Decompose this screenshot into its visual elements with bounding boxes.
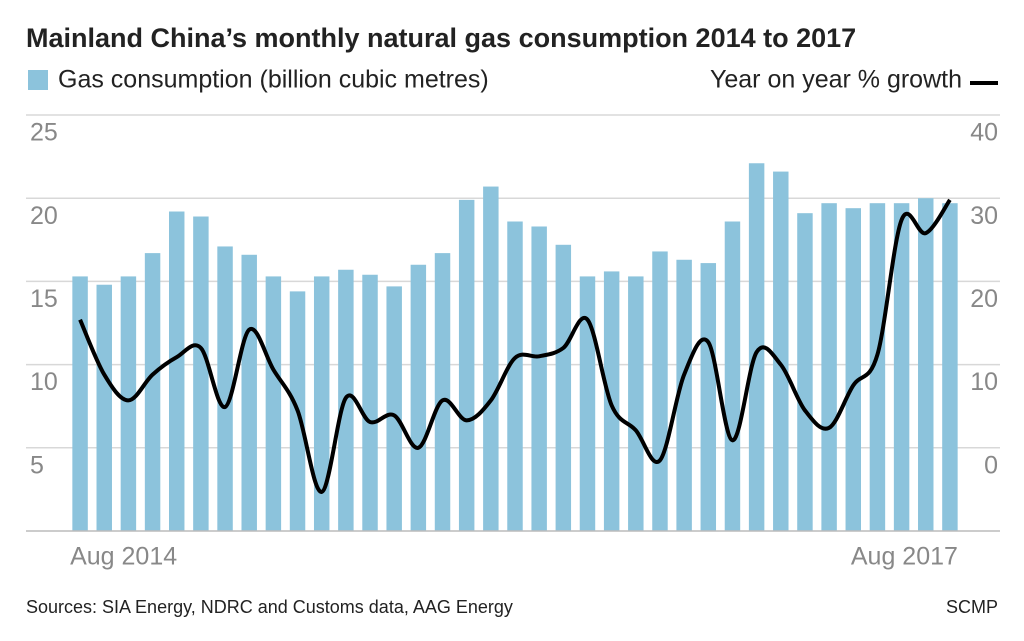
bar [483,186,499,531]
bar [628,276,644,531]
y-tick-label: 25 [30,119,58,147]
y2-tick-label: 20 [970,285,998,313]
credit: SCMP [946,597,998,617]
chart-title: Mainland China’s monthly natural gas con… [26,23,856,53]
bar [676,259,692,531]
bar [362,274,378,531]
bar [410,264,427,531]
bar [869,203,886,531]
bar [724,221,741,531]
bar [217,246,233,531]
x-tick-label: Aug 2017 [851,543,958,571]
y-tick-label: 10 [30,368,58,396]
y-tick-label: 15 [30,285,58,313]
bar [845,208,862,531]
bar [942,203,958,531]
bar [313,276,330,531]
y2-tick-label: 0 [984,451,998,479]
y-tick-label: 5 [30,451,44,479]
bar [893,203,910,531]
bar [773,171,789,532]
legend-label: Gas consumption (billion cubic metres) [58,66,489,94]
y2-tick-label: 30 [970,202,998,230]
bar [918,198,934,531]
x-tick-label: Aug 2014 [70,543,177,571]
source: Sources: SIA Energy, NDRC and Customs da… [26,597,513,617]
legend-label: Year on year % growth [710,66,962,94]
bar [748,163,765,532]
y-tick-label: 20 [30,202,58,230]
growth-line [78,198,952,494]
bar [507,221,523,531]
bar [434,253,451,531]
legend-swatch [28,70,48,90]
bar [652,251,668,531]
bar [72,276,88,531]
bar [821,203,837,531]
bar [458,199,475,531]
bar [797,213,813,531]
bar [265,276,282,531]
bar [555,244,572,532]
bar [96,284,112,531]
y2-tick-label: 10 [970,368,998,396]
bar [193,216,209,531]
bar [579,276,596,531]
bar [386,286,402,531]
bar [120,276,137,531]
bar [531,226,547,531]
bar [241,254,257,531]
bar [168,211,185,531]
bar [700,263,717,531]
bar [144,253,161,531]
y2-tick-label: 40 [970,119,998,147]
